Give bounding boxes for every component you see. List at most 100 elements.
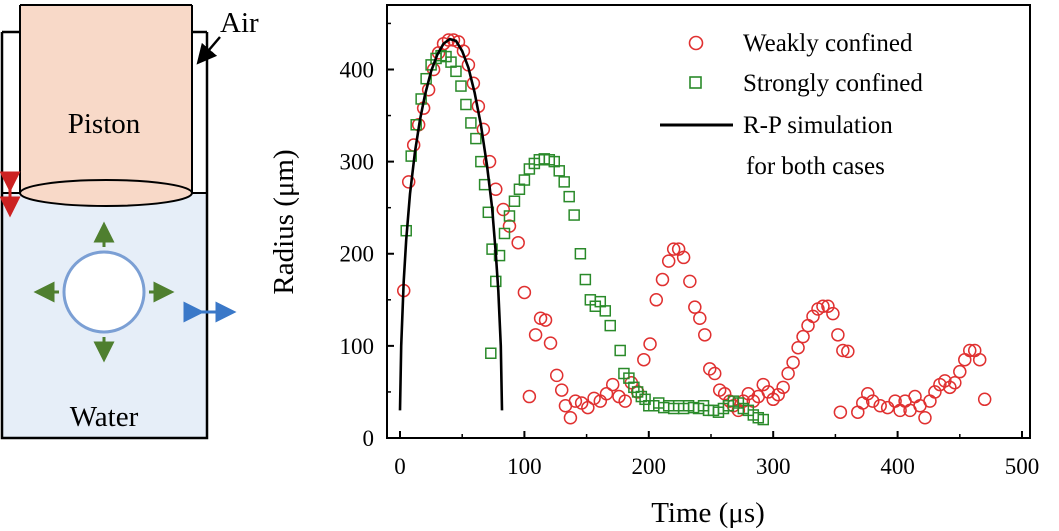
plot-frame — [386, 4, 1031, 439]
data-point-weakly-confined — [661, 254, 676, 268]
data-point-strongly-confined — [558, 176, 570, 188]
data-point-strongly-confined — [465, 117, 477, 129]
data-point-weakly-confined — [568, 394, 583, 408]
data-point-strongly-confined — [563, 190, 575, 203]
data-point-strongly-confined — [604, 319, 616, 332]
legend-marker-strongly-confined — [689, 76, 702, 89]
x-tick-label: 200 — [632, 454, 667, 479]
data-point-weakly-confined — [865, 394, 880, 408]
data-point-weakly-confined — [836, 343, 850, 358]
data-point-weakly-confined — [717, 387, 732, 401]
data-point-weakly-confined — [517, 285, 532, 300]
data-point-weakly-confined — [683, 274, 697, 289]
data-point-strongly-confined — [574, 247, 587, 260]
data-point-strongly-confined — [568, 209, 580, 221]
data-point-weakly-confined — [693, 311, 707, 325]
data-point-strongly-confined — [485, 347, 497, 359]
data-point-strongly-confined — [635, 390, 648, 403]
data-point-weakly-confined — [908, 389, 922, 404]
data-point-weakly-confined — [756, 377, 770, 392]
data-point-weakly-confined — [776, 380, 790, 395]
data-point-weakly-confined — [666, 242, 681, 256]
data-point-weakly-confined — [880, 400, 895, 415]
x-tick-label: 400 — [880, 454, 915, 479]
data-point-strongly-confined — [579, 273, 592, 286]
data-point-weakly-confined — [943, 380, 957, 395]
schematic: Piston Water Air — [0, 4, 259, 440]
container-wall — [0, 32, 209, 440]
data-point-weakly-confined — [496, 202, 511, 217]
data-point-weakly-confined — [826, 306, 840, 321]
x-tick-label: 100 — [507, 454, 542, 479]
data-point-weakly-confined — [771, 387, 785, 402]
data-point-strongly-confined — [639, 393, 651, 406]
data-point-weakly-confined — [605, 377, 620, 392]
data-point-strongly-confined — [614, 344, 626, 357]
x-tick-label: 0 — [394, 454, 406, 479]
data-point-weakly-confined — [482, 154, 497, 169]
y-tick-label: 200 — [340, 242, 375, 267]
data-point-weakly-confined — [796, 329, 810, 344]
data-point-strongly-confined — [599, 305, 612, 317]
series-3 — [398, 37, 504, 411]
data-point-strongly-confined — [498, 227, 511, 240]
data-point-weakly-confined — [538, 313, 553, 327]
y-tick-label: 0 — [363, 426, 375, 451]
data-point-strongly-confined — [420, 72, 432, 85]
data-series — [396, 33, 992, 426]
data-point-weakly-confined — [873, 399, 887, 413]
data-point-strongly-confined — [450, 65, 462, 78]
data-point-weakly-confined — [618, 394, 632, 408]
data-point-weakly-confined — [599, 387, 614, 401]
bubble — [62, 250, 146, 334]
data-point-weakly-confined — [851, 405, 865, 419]
data-point-weakly-confined — [781, 366, 795, 381]
data-point-strongly-confined — [490, 275, 502, 288]
data-point-weakly-confined — [801, 318, 815, 333]
piston — [19, 4, 193, 207]
data-point-weakly-confined — [554, 383, 569, 397]
data-point-weakly-confined — [698, 328, 712, 342]
data-point-weakly-confined — [821, 299, 835, 314]
data-point-weakly-confined — [761, 385, 775, 399]
legend-label-rp-simulation: R-P simulation — [743, 112, 893, 139]
data-point-weakly-confined — [528, 328, 543, 342]
data-point-weakly-confined — [703, 362, 717, 376]
data-point-strongly-confined — [410, 119, 422, 131]
x-tick-label: 500 — [1005, 454, 1040, 479]
data-point-weakly-confined — [543, 336, 558, 350]
data-point-strongly-confined — [405, 150, 417, 162]
data-point-strongly-confined — [757, 413, 769, 426]
data-point-weakly-confined — [833, 405, 848, 419]
legend-marker-weakly-confined — [688, 35, 704, 51]
data-point-weakly-confined — [676, 250, 691, 265]
legend-label-rp-simulation-line2: for both cases — [746, 153, 885, 180]
water-label: Water — [70, 401, 139, 433]
y-tick-label: 300 — [340, 150, 375, 175]
data-point-strongly-confined — [508, 195, 521, 207]
data-point-weakly-confined — [918, 410, 932, 425]
data-point-weakly-confined — [860, 387, 875, 401]
data-point-weakly-confined — [511, 235, 525, 250]
data-point-weakly-confined — [948, 375, 962, 390]
data-point-weakly-confined — [831, 328, 845, 342]
data-point-strongly-confined — [460, 98, 472, 111]
data-point-weakly-confined — [928, 385, 942, 399]
y-tick-label: 400 — [340, 57, 375, 82]
data-point-weakly-confined — [786, 355, 800, 370]
y-tick-label: 100 — [340, 334, 375, 359]
data-point-weakly-confined — [806, 309, 820, 324]
data-point-weakly-confined — [649, 293, 664, 307]
data-point-strongly-confined — [455, 80, 467, 92]
data-point-weakly-confined — [766, 392, 780, 407]
data-point-weakly-confined — [841, 344, 855, 359]
data-point-weakly-confined — [563, 410, 578, 425]
data-point-strongly-confined — [470, 132, 482, 145]
data-point-strongly-confined — [503, 210, 516, 222]
data-point-strongly-confined — [415, 93, 427, 105]
data-point-weakly-confined — [522, 389, 537, 404]
data-point-strongly-confined — [493, 249, 506, 262]
air-pointer-arrow-icon — [196, 36, 221, 65]
y-axis: 0 100 200 300 400 — [340, 22, 394, 451]
